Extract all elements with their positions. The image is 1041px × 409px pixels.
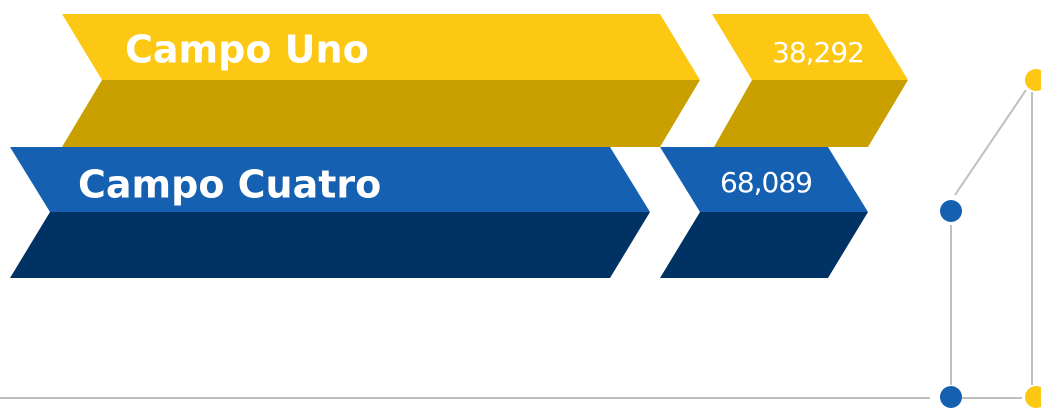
connector-dot bbox=[940, 386, 962, 408]
connector-dot bbox=[1025, 386, 1041, 408]
value-arrow-top bbox=[660, 147, 868, 212]
label-arrow-bottom bbox=[10, 212, 650, 278]
label-arrow-top bbox=[10, 147, 650, 212]
value-arrow-bottom bbox=[714, 80, 908, 147]
value-arrow-bottom bbox=[660, 212, 868, 278]
connector-line bbox=[954, 89, 1027, 196]
value-arrow-top bbox=[712, 14, 908, 80]
item-label: Campo Uno bbox=[125, 28, 369, 72]
item-label: Campo Cuatro bbox=[78, 163, 381, 207]
connector-dot bbox=[1025, 69, 1041, 91]
label-arrow-bottom bbox=[62, 80, 700, 147]
item-value: 38,292 bbox=[772, 36, 864, 69]
label-arrow-top bbox=[62, 14, 700, 80]
connector-dot bbox=[940, 200, 962, 222]
item-value: 68,089 bbox=[720, 166, 812, 199]
